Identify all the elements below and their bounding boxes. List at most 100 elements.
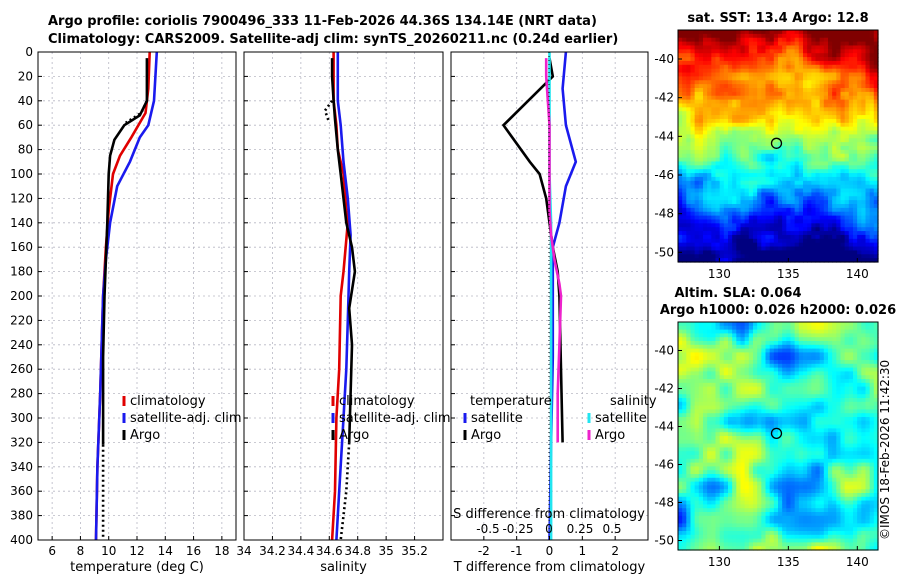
map-cell — [682, 455, 687, 460]
map-cell — [753, 356, 758, 361]
map-cell — [790, 512, 796, 517]
map-cell — [836, 176, 842, 182]
map-cell — [732, 254, 737, 259]
map-cell — [698, 474, 704, 479]
map-cell — [744, 527, 750, 532]
map-cell — [757, 234, 762, 240]
map-cell — [753, 512, 758, 517]
map-cell — [753, 107, 758, 112]
map-cell — [778, 161, 783, 166]
map-cell — [853, 107, 858, 112]
map-cell — [857, 99, 862, 105]
map-cell — [690, 91, 696, 97]
map-cell — [736, 157, 742, 163]
map-cell — [744, 439, 750, 445]
map-cell — [773, 84, 779, 89]
map-cell — [719, 242, 725, 248]
map-cell — [728, 215, 733, 221]
map-cell — [744, 242, 750, 248]
map-cell — [748, 173, 754, 178]
map-cell — [723, 390, 729, 395]
map-cell — [844, 103, 850, 108]
map-cell — [832, 88, 837, 93]
map-cell — [736, 84, 742, 89]
map-cell — [740, 64, 746, 70]
map-cell — [707, 432, 712, 437]
map-cell — [815, 45, 821, 50]
map-cell — [703, 111, 708, 116]
map-cell — [682, 173, 687, 178]
map-cell — [857, 188, 862, 193]
map-cell — [744, 219, 750, 224]
map-cell — [711, 367, 717, 372]
map-cell — [869, 45, 875, 50]
map-cell — [844, 53, 850, 58]
map-cell — [682, 432, 687, 437]
series-satellite-adj-clim — [94, 52, 159, 540]
map-cell — [736, 481, 742, 486]
map-cell — [869, 238, 875, 244]
map-cell — [790, 481, 796, 486]
map-cell — [869, 80, 875, 85]
map-cell — [832, 204, 837, 209]
map-cell — [798, 45, 804, 50]
map-cell — [744, 211, 750, 217]
map-cell — [736, 238, 742, 244]
map-cell — [790, 413, 796, 418]
map-cell — [798, 405, 804, 410]
map-cell — [728, 360, 733, 365]
map-cell — [698, 80, 704, 85]
map-cell — [736, 337, 742, 342]
map-cell — [815, 200, 821, 205]
map-cell — [844, 234, 850, 240]
map-cell — [736, 489, 742, 494]
map-cell — [828, 215, 833, 221]
map-cell — [728, 474, 733, 479]
map-cell — [848, 118, 854, 124]
map-cell — [690, 546, 696, 551]
map-cell — [698, 348, 704, 353]
map-cell — [761, 451, 767, 456]
map-cell — [803, 161, 808, 166]
map-cell — [782, 30, 787, 35]
map-cell — [740, 531, 746, 536]
map-cell — [732, 398, 737, 403]
map-cell — [690, 500, 696, 505]
map-cell — [794, 531, 800, 536]
map-cell — [694, 348, 700, 353]
map-cell — [773, 60, 779, 66]
map-cell — [694, 527, 700, 532]
map-cell — [815, 111, 821, 116]
map-cell — [740, 180, 746, 186]
map-cell — [873, 169, 879, 174]
map-cell — [682, 481, 687, 486]
map-cell — [719, 231, 725, 236]
map-cell — [744, 57, 750, 62]
map-cell — [853, 192, 858, 197]
map-cell — [803, 180, 808, 186]
map-cell — [744, 60, 750, 66]
map-cell — [794, 398, 800, 403]
map-cell — [761, 33, 767, 39]
map-cell — [736, 436, 742, 441]
map-cell — [694, 234, 700, 240]
map-cell — [823, 258, 829, 263]
map-cell — [782, 204, 787, 209]
map-cell — [828, 157, 833, 163]
map-cell — [744, 337, 750, 342]
map-cell — [740, 508, 746, 513]
map-cell — [723, 169, 729, 174]
map-cell — [811, 41, 817, 47]
map-cell — [736, 60, 742, 66]
map-cell — [678, 379, 683, 384]
map-cell — [707, 413, 712, 418]
map-cell — [794, 153, 800, 159]
map-cell — [740, 91, 746, 97]
map-cell — [778, 254, 783, 259]
map-cell — [790, 146, 796, 151]
map-cell — [723, 219, 729, 224]
map-cell — [761, 401, 767, 407]
map-cell — [840, 64, 846, 70]
map-cell — [869, 161, 875, 166]
map-cell — [873, 68, 879, 74]
